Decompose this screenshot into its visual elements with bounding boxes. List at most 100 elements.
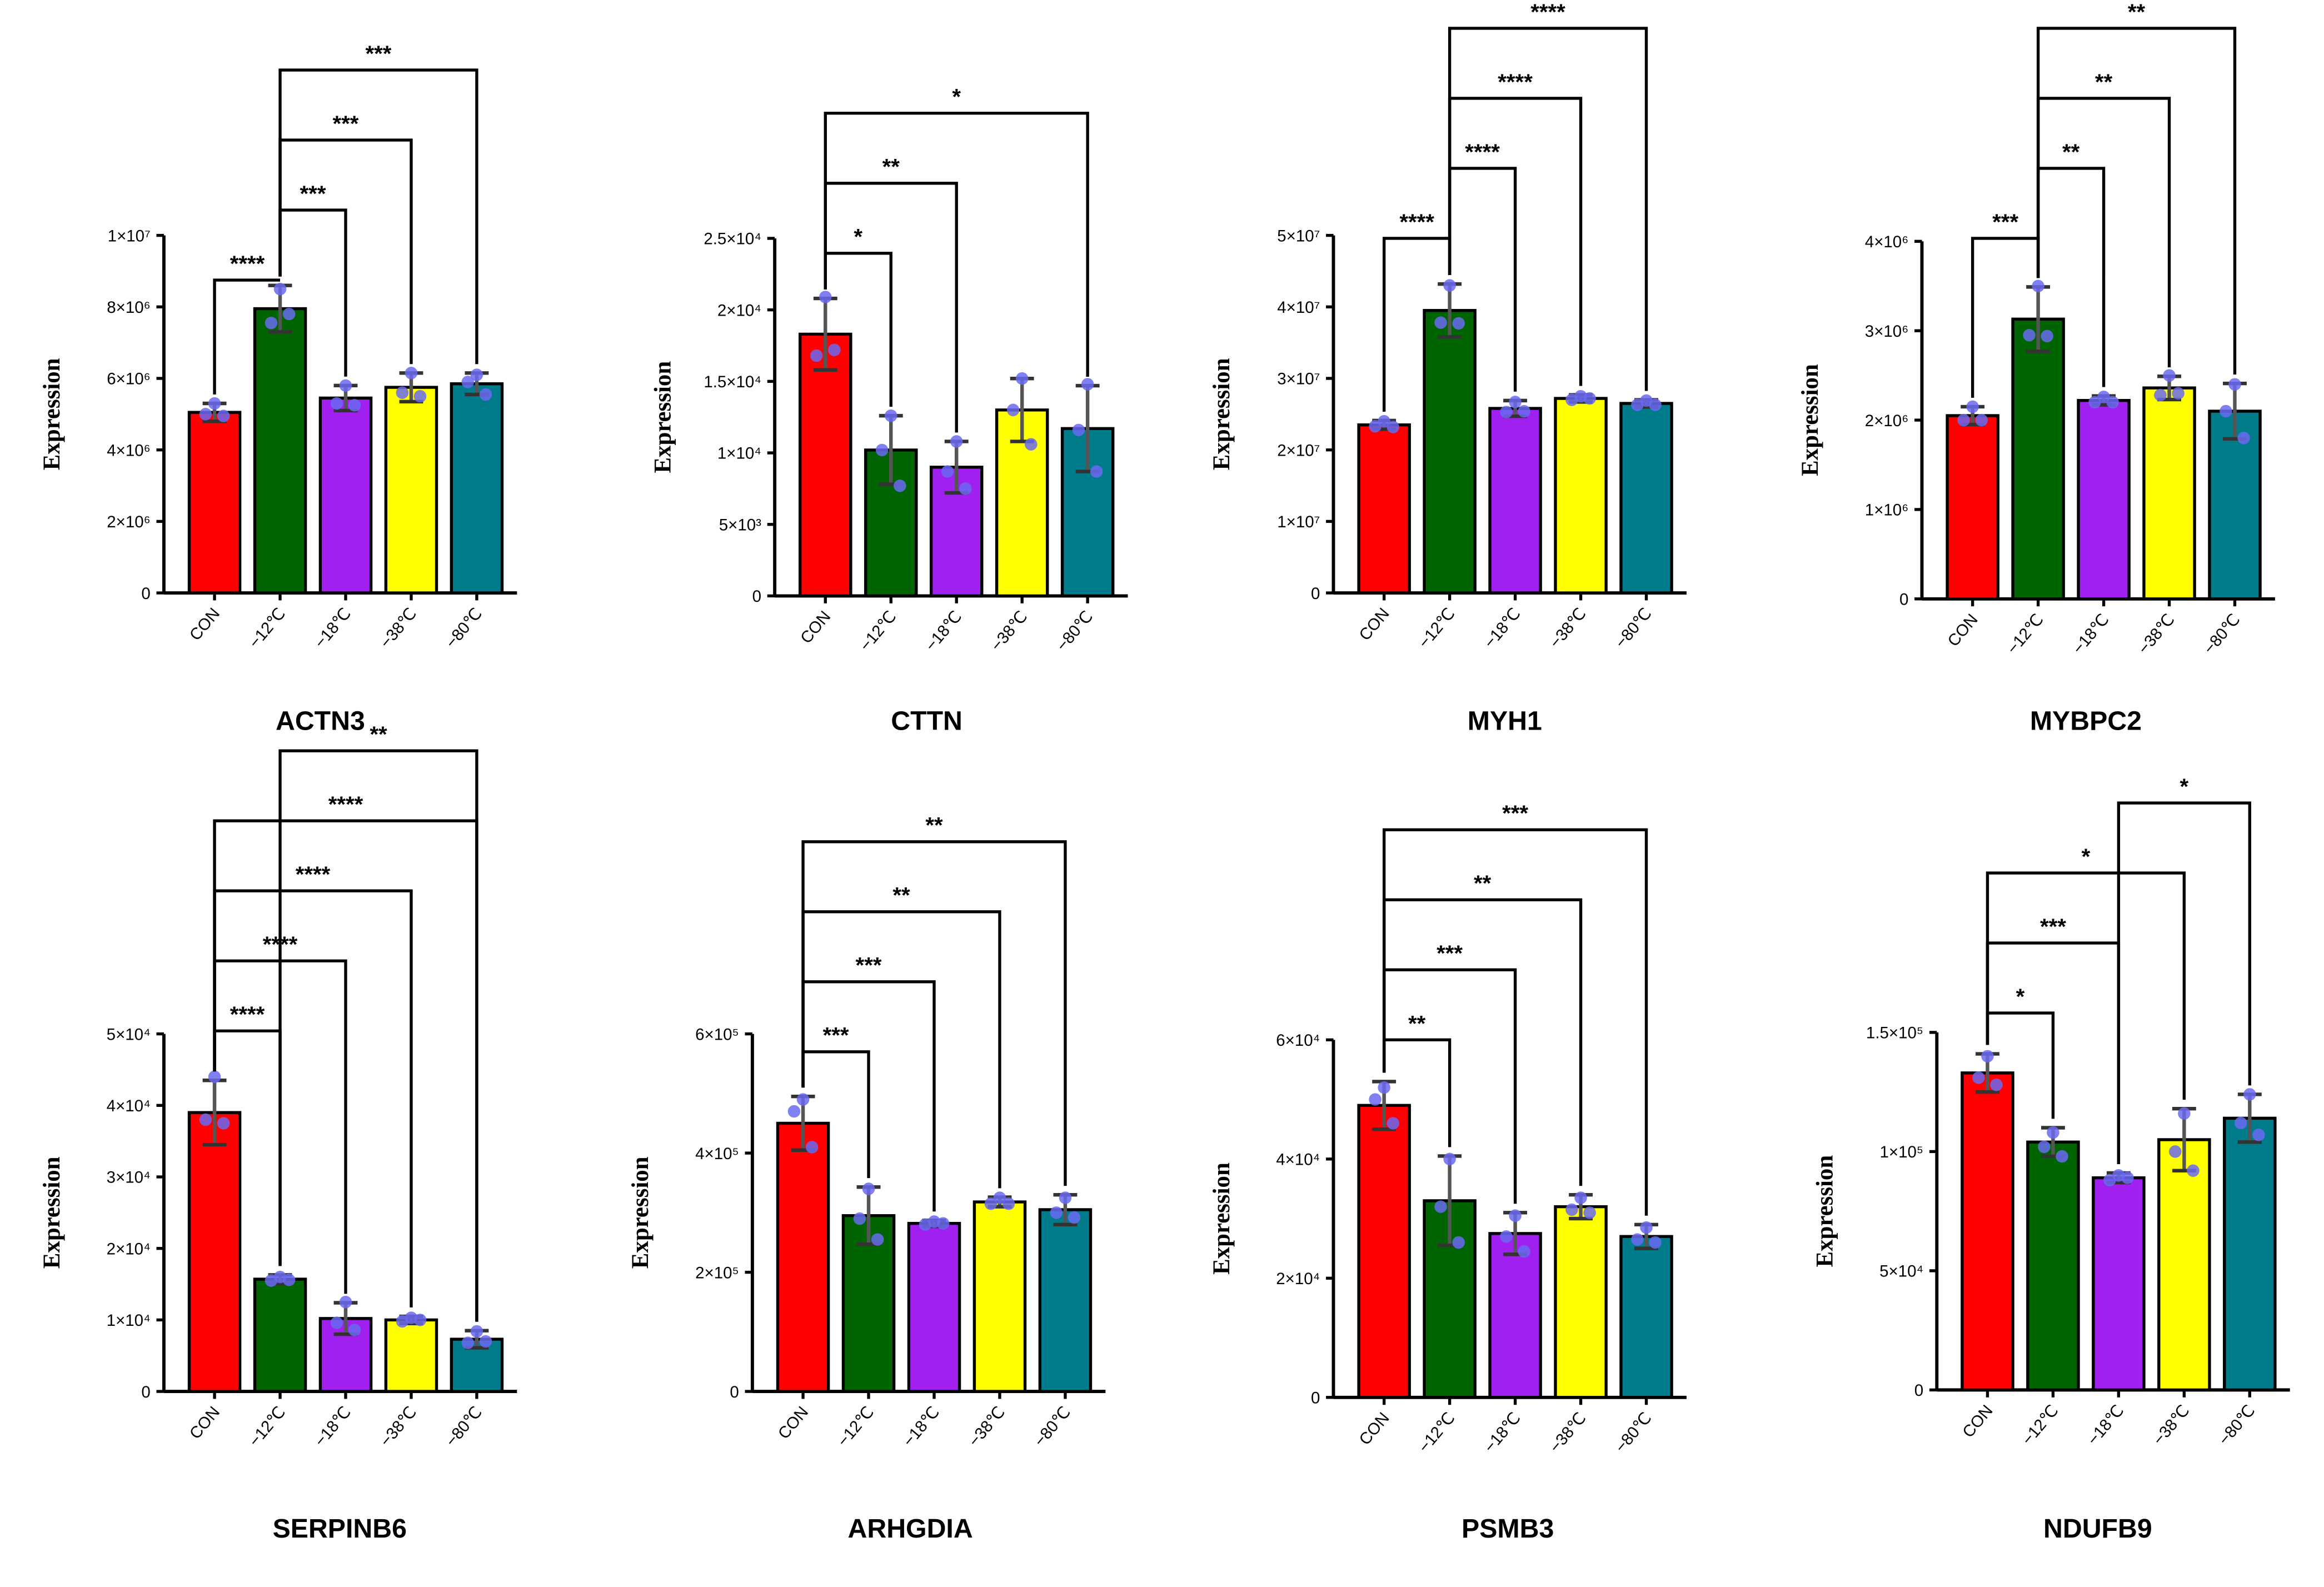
- data-point: [1369, 420, 1382, 433]
- bar-2: [318, 396, 373, 595]
- y-tick-label: 6×10⁵: [695, 1025, 739, 1044]
- data-point: [208, 1070, 221, 1084]
- data-point: [2168, 1145, 2182, 1158]
- data-point: [396, 1315, 409, 1328]
- data-point: [853, 1212, 866, 1225]
- data-point: [862, 1182, 875, 1195]
- significance-bracket: [213, 889, 413, 1307]
- bar-0: [1357, 1104, 1411, 1399]
- y-tick-label: 1×10⁵: [1880, 1143, 1924, 1161]
- data-point: [1090, 465, 1103, 478]
- bar-0: [1946, 414, 1999, 601]
- x-tick-label: −12℃: [856, 607, 900, 655]
- significance-label: ****: [328, 792, 363, 817]
- y-tick-label: 2×10⁴: [1276, 1270, 1320, 1288]
- data-point: [199, 408, 212, 421]
- significance-label: ****: [1465, 139, 1500, 164]
- significance-bracket: [278, 68, 478, 365]
- x-tick-label: −80℃: [442, 605, 486, 652]
- y-tick-label: 4×10⁴: [107, 1097, 151, 1115]
- data-point: [405, 367, 418, 380]
- data-point: [1565, 393, 1578, 406]
- data-point: [1640, 1221, 1653, 1234]
- y-tick-label: 0: [1311, 585, 1320, 603]
- y-tick-label: 0: [141, 1383, 150, 1401]
- y-tick-label: 5×10³: [719, 516, 761, 534]
- x-tick-label: −18℃: [311, 1403, 355, 1450]
- y-tick-label: 3×10⁶: [1865, 322, 1909, 341]
- data-point: [1500, 406, 1513, 418]
- significance-label: *: [952, 84, 961, 109]
- data-point: [875, 443, 889, 457]
- chart-title: SERPINB6: [273, 1514, 407, 1544]
- data-point: [2056, 1150, 2068, 1163]
- x-tick-label: CON: [1355, 1409, 1393, 1449]
- x-tick-label: −38℃: [965, 1403, 1009, 1450]
- x-tick-label: −80℃: [1030, 1403, 1074, 1450]
- data-point: [1443, 279, 1456, 292]
- data-point: [413, 1314, 427, 1326]
- data-point: [2252, 1129, 2265, 1141]
- data-point: [348, 398, 361, 412]
- x-tick-label: −38℃: [2135, 611, 2178, 658]
- y-axis-label: Expression: [1797, 364, 1823, 476]
- y-axis-label: Expression: [39, 358, 65, 470]
- significance-bracket: [801, 840, 1067, 1186]
- data-point: [871, 1233, 884, 1246]
- chart-panel-cttn: 0 5×10³ 1×10⁴ 1.5×10⁴ 2×10⁴ 2.5×10⁴ Expression…: [650, 84, 1128, 736]
- data-point: [1434, 1200, 1447, 1213]
- significance-label: **: [1408, 1011, 1426, 1036]
- data-point: [2172, 387, 2185, 400]
- data-point: [282, 1274, 296, 1286]
- bar-1: [253, 307, 307, 595]
- bar-4: [450, 382, 504, 595]
- significance-label: ****: [296, 862, 331, 887]
- data-point: [1518, 405, 1530, 418]
- significance-label: **: [2128, 0, 2146, 24]
- data-point: [950, 435, 963, 448]
- x-tick-label: −18℃: [311, 605, 355, 652]
- y-tick-label: 2×10⁴: [717, 301, 761, 320]
- significance-label: ***: [333, 111, 359, 136]
- data-point: [1631, 398, 1644, 411]
- data-point: [1369, 1093, 1382, 1106]
- data-point: [796, 1093, 810, 1106]
- y-tick-label: 3×10⁷: [1277, 370, 1320, 388]
- data-point: [1966, 400, 1979, 413]
- data-point: [461, 1336, 475, 1349]
- x-tick-label: −38℃: [376, 1403, 420, 1450]
- data-point: [1059, 1191, 1072, 1204]
- significance-label: **: [370, 722, 387, 747]
- x-tick-label: −18℃: [2084, 1401, 2128, 1449]
- bar-2: [2077, 398, 2131, 601]
- bar-0: [187, 411, 242, 595]
- data-point: [208, 397, 221, 410]
- y-tick-label: 0: [1311, 1389, 1320, 1408]
- y-tick-label: 1.5×10⁵: [1866, 1024, 1923, 1042]
- x-tick-label: −80℃: [2215, 1401, 2259, 1449]
- x-tick-label: CON: [1944, 611, 1981, 650]
- data-point: [1509, 396, 1522, 408]
- y-tick-label: 1×10⁶: [1865, 501, 1909, 520]
- x-tick-label: −80℃: [442, 1403, 486, 1450]
- significance-bracket: [1986, 871, 2186, 1100]
- data-point: [1002, 1197, 1015, 1210]
- y-tick-label: 0: [752, 587, 761, 606]
- x-tick-label: −12℃: [1415, 605, 1459, 652]
- significance-bracket: [2036, 27, 2237, 375]
- bar-4: [1038, 1208, 1093, 1393]
- data-point: [2088, 396, 2101, 409]
- data-point: [787, 1105, 801, 1118]
- y-tick-label: 1×10⁷: [108, 227, 151, 245]
- bar-1: [1423, 309, 1477, 595]
- data-point: [1387, 1117, 1399, 1130]
- significance-label: **: [2095, 69, 2113, 94]
- data-point: [819, 291, 832, 303]
- significance-bracket: [1382, 898, 1583, 1186]
- data-point: [1387, 421, 1399, 433]
- y-tick-label: 0: [141, 585, 150, 603]
- data-point: [2047, 1126, 2059, 1139]
